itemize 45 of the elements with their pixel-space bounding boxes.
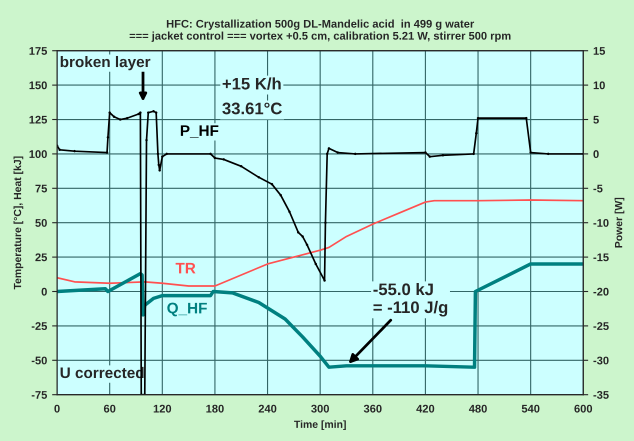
x-tick-label: 540 [522,404,540,413]
x-tick-label: 420 [416,404,434,413]
y-tick-label: 150 [30,81,47,90]
chart-title: HFC: Crystallization 500g DL-Mandelic acid in 499 g water [166,20,474,30]
x-tick-label: 300 [311,404,329,413]
y-tick-label: 125 [30,116,48,124]
y-tick-label: -50 [32,356,47,364]
x-tick-label: 600 [574,404,592,413]
x-tick-label: 60 [104,404,116,413]
x-tick-label: 480 [468,404,487,413]
y-tick-label: 175 [30,47,48,55]
annotation: -55.0 kJ = -110 J/g [373,282,448,317]
y2-tick-label: 10 [594,81,605,90]
y2-tick-label: -30 [593,356,609,364]
x-axis-title: Time [min] [294,420,346,430]
annotation: broken layer [60,56,150,70]
x-tick-label: 360 [364,404,382,413]
chart-subtitle: === jacket control === vortex +0.5 cm, calibration 5.21 W, stirrer 500 rpm [130,32,510,42]
y2-tick-label: -35 [593,390,609,399]
x-tick-label: 0 [54,404,60,413]
annotation: 33.61°C [222,102,282,114]
y2-tick-label: -10 [593,218,609,227]
y2-tick-label: -25 [593,322,609,330]
y-axis-title: Temperature [°C], Heat [kJ] [14,156,24,290]
x-tick-label: 180 [206,404,224,413]
y2-tick-label: 15 [594,47,606,55]
y2-tick-label: -5 [593,184,603,192]
y2-tick-label: 5 [593,116,599,124]
series-label: Q_HF [167,302,207,316]
y-tick-label: 50 [35,218,47,227]
y-tick-label: 100 [30,150,47,158]
x-tick-label: 240 [258,404,276,413]
y-tick-label: -25 [32,322,48,330]
annotation: +15 K/h [222,77,281,90]
y-tick-label: 25 [35,253,48,262]
x-tick-label: 120 [154,404,172,413]
series-label: P_HF [180,125,218,138]
y-tick-label: -75 [32,391,48,399]
series-label: TR [176,262,196,274]
y2-tick-label: -15 [593,253,609,262]
y2-tick-label: -20 [593,288,609,296]
y-tick-label: 75 [35,184,48,192]
y2-axis-title: Power [W] [614,198,624,248]
y-tick-label: 0 [42,288,47,296]
y2-tick-label: 0 [593,150,599,158]
